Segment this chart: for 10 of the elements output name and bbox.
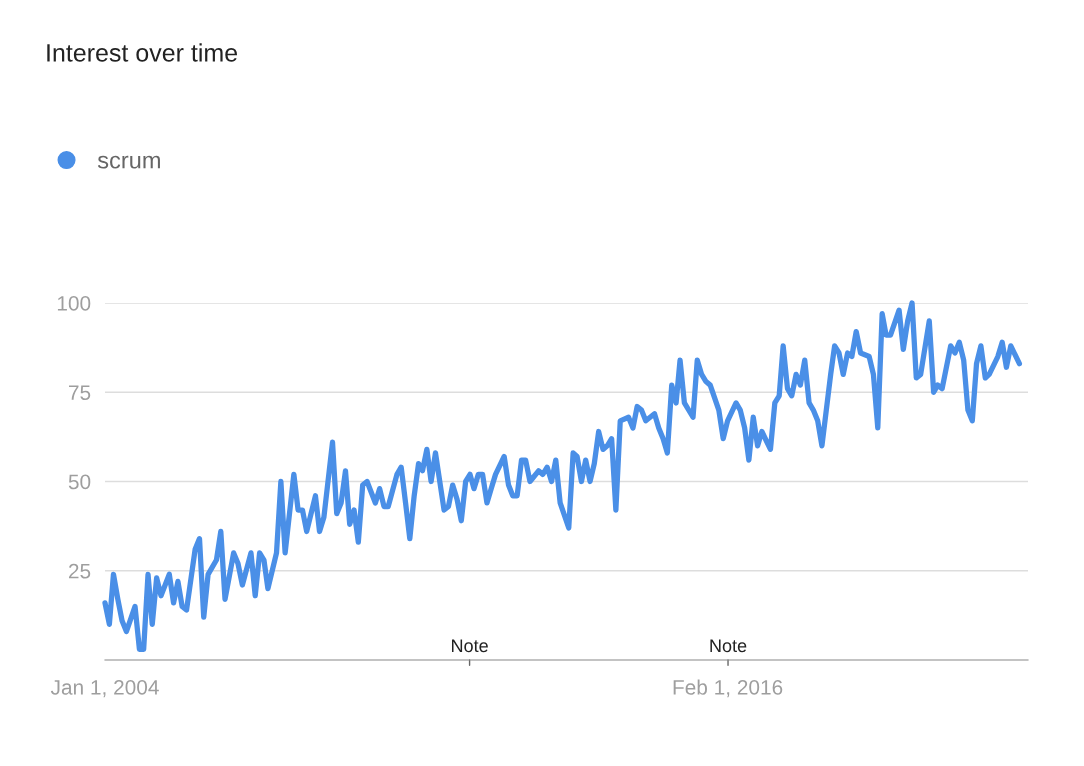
annotation: Note [452,639,488,653]
legend-label: scrum [97,155,160,169]
y-tick-label: 100 [57,296,91,311]
y-tick-label: 75 [69,385,91,400]
annotation: Note [710,639,747,653]
y-tick-label: 50 [68,474,91,490]
x-tick-label: Feb 1, 2016 [673,679,783,698]
chart-title: Interest over time [47,43,238,62]
x-tick-label: Jan 1, 2004 [50,679,159,698]
y-tick-label: 25 [68,563,91,579]
